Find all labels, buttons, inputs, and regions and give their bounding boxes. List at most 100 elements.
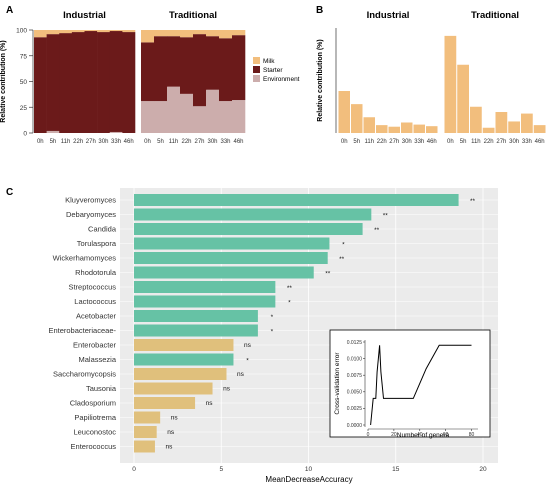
b-bar: [470, 106, 482, 133]
a-bar-segment: [219, 101, 233, 133]
a-legend-label: Milk: [263, 58, 275, 65]
b-xtick-label: 0h: [447, 139, 454, 145]
c-category-label: Lactococcus: [74, 297, 116, 306]
c-significance-label: *: [342, 242, 345, 249]
a-xtick-label: 33h: [111, 139, 121, 145]
a-bar-segment: [232, 100, 246, 133]
a-bar-segment: [71, 30, 85, 33]
b-xtick-label: 33h: [522, 139, 532, 145]
b-xtick-label: 27h: [496, 139, 506, 145]
a-xtick-label: 30h: [98, 139, 108, 145]
a-xtick-label: 33h: [220, 139, 230, 145]
b-bar: [521, 113, 533, 133]
a-xtick-label: 0h: [37, 139, 44, 145]
a-bar-segment: [206, 30, 220, 37]
c-significance-label: *: [288, 300, 291, 307]
c-category-label: Enterobacteriaceae-: [48, 326, 116, 335]
b-xtick-label: 0h: [341, 139, 348, 145]
a-bar-segment: [46, 130, 60, 133]
c-bar: [134, 397, 196, 409]
a-xtick-label: 0h: [144, 139, 151, 145]
c-bar: [134, 411, 161, 424]
inset-frame: [329, 329, 491, 438]
inset-ytick-label: 0.0025: [347, 406, 363, 412]
a-legend-label: Starter: [263, 67, 283, 74]
a-bar-segment: [59, 33, 73, 134]
c-xtick-label: 5: [219, 466, 223, 473]
c-bar: [134, 440, 155, 453]
c-xlabel: MeanDecreaseAccuracy: [265, 475, 352, 484]
a-xtick-label: 5h: [50, 139, 57, 145]
b-bar: [482, 127, 495, 133]
a-xtick-label: 11h: [169, 139, 179, 145]
c-bar: [134, 324, 258, 337]
a-bar-segment: [141, 101, 155, 133]
b-xtick-label: 46h: [427, 139, 437, 145]
c-significance-label: ns: [167, 429, 175, 436]
b-xtick-label: 33h: [414, 139, 424, 145]
c-category-label: Acetobacter: [76, 312, 117, 321]
c-category-label: Malassezia: [78, 355, 116, 364]
c-category-label: Wickerhamomyces: [53, 254, 117, 263]
c-significance-label: **: [383, 213, 389, 220]
inset-xtick-label: 80: [469, 432, 475, 438]
panel-label-b: B: [316, 5, 323, 16]
inset-xlabel: Number of genera: [397, 432, 450, 439]
c-significance-label: ns: [244, 342, 252, 349]
a-bar-segment: [34, 37, 47, 133]
c-significance-label: **: [470, 198, 476, 205]
c-significance-label: **: [287, 285, 293, 292]
a-bar-segment: [180, 93, 194, 133]
a-bar-segment: [109, 31, 123, 132]
a-bar-segment: [84, 31, 98, 134]
c-significance-label: *: [271, 329, 274, 336]
a-bar-segment: [122, 30, 136, 33]
c-bar: [134, 339, 234, 351]
a-bar-segment: [141, 30, 155, 43]
panel-label-c: C: [6, 187, 13, 198]
inset-ytick-label: 0.0125: [347, 340, 363, 346]
a-legend-label: Environment: [263, 76, 300, 83]
b-bar: [363, 117, 375, 133]
c-bar: [134, 252, 328, 264]
a-xtick-label: 5h: [157, 139, 164, 145]
inset-xtick-label: 0: [367, 432, 370, 438]
c-category-label: Tausonia: [86, 384, 117, 393]
c-category-label: Candida: [88, 225, 117, 234]
inset-xtick-label: 20: [391, 432, 397, 438]
a-bar-segment: [46, 30, 60, 35]
a-xtick-label: 11h: [61, 139, 71, 145]
a-bar-segment: [193, 106, 207, 133]
c-category-label: Enterococcus: [71, 442, 117, 451]
inset-ytick-label: 0.0100: [347, 356, 363, 362]
a-bar-segment: [180, 37, 194, 94]
a-bar-segment: [97, 30, 111, 33]
c-bar: [134, 353, 234, 366]
a-bar-segment: [193, 34, 207, 107]
a-ytick-label: 100: [16, 28, 27, 35]
a-legend-swatch: [253, 66, 260, 73]
a-bar-segment: [232, 35, 246, 101]
b-xtick-label: 30h: [509, 139, 519, 145]
inset-ytick-label: 0.0075: [347, 373, 363, 379]
a-bar-segment: [109, 131, 123, 133]
b-xtick-label: 11h: [364, 139, 374, 145]
c-bar: [134, 382, 213, 395]
b-bar: [508, 121, 520, 133]
c-xtick-label: 20: [479, 466, 487, 473]
c-significance-label: **: [374, 227, 380, 234]
a-bar-segment: [232, 30, 246, 36]
a-bar-segment: [154, 30, 168, 37]
c-bar: [134, 426, 157, 438]
a-bar-segment: [122, 32, 136, 134]
inset-xtick-label: 60: [443, 432, 449, 438]
c-significance-label: *: [271, 314, 274, 321]
c-bar: [134, 368, 227, 380]
a-xtick-label: 46h: [233, 139, 243, 145]
inset-ytick-label: 0.0000: [347, 423, 363, 429]
b-xtick-label: 27h: [389, 139, 399, 145]
c-category-label: Torulaspora: [77, 239, 117, 248]
b-bar: [401, 122, 413, 133]
c-category-label: Kluyveromyces: [65, 196, 116, 205]
